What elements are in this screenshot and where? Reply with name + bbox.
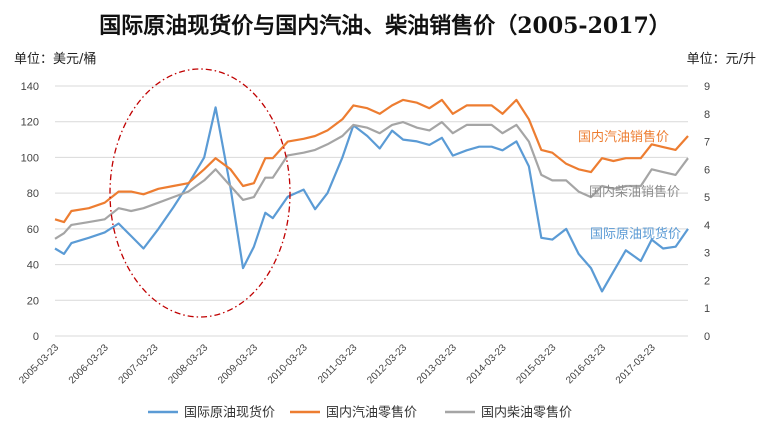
left-tick-label: 80 — [27, 188, 39, 200]
x-tick-label: 2012-03-23 — [365, 342, 409, 386]
right-tick-label: 9 — [704, 81, 710, 93]
series-annotation: 国内汽油销售价 — [578, 129, 669, 145]
legend: 国际原油现货价 国内汽油零售价 国内柴油零售价 — [148, 405, 572, 421]
left-tick-label: 140 — [21, 81, 39, 93]
left-tick-label: 0 — [33, 331, 39, 343]
series-line-国际原油现货价 — [54, 106, 689, 293]
x-tick-label: 2011-03-23 — [316, 342, 360, 386]
x-tick-label: 2007-03-23 — [117, 342, 161, 386]
left-axis-ticks: 0 20 40 60 80 100 120 140 — [21, 81, 39, 343]
x-tick-label: 2010-03-23 — [266, 342, 310, 386]
x-tick-label: 2005-03-23 — [17, 342, 61, 386]
x-tick-label: 2009-03-23 — [216, 342, 260, 386]
left-tick-label: 60 — [27, 224, 39, 236]
x-axis-ticks: 2005-03-23 2006-03-23 2007-03-23 2008-03-23… — [17, 342, 658, 386]
x-tick-label: 2015-03-23 — [514, 342, 558, 386]
series-layer — [54, 98, 689, 293]
series-line-国内汽油零售价 — [54, 98, 689, 224]
right-tick-label: 5 — [704, 192, 710, 204]
right-tick-label: 2 — [704, 275, 710, 287]
right-axis-ticks: 0 1 2 3 4 5 6 7 8 9 — [704, 81, 710, 343]
right-tick-label: 8 — [704, 109, 710, 121]
right-tick-label: 4 — [704, 220, 710, 232]
left-tick-label: 120 — [21, 117, 39, 129]
left-tick-label: 40 — [27, 260, 39, 272]
x-tick-label: 2008-03-23 — [166, 342, 210, 386]
gridlines — [55, 85, 688, 337]
right-tick-label: 3 — [704, 248, 710, 260]
right-axis-unit: 单位：元/升 — [686, 52, 756, 67]
legend-label: 国内汽油零售价 — [326, 405, 417, 421]
chart-title: 国际原油现货价与国内汽油、柴油销售价（2005-2017） — [99, 13, 671, 39]
right-tick-label: 1 — [704, 303, 710, 315]
right-tick-label: 0 — [704, 331, 710, 343]
left-axis-unit: 单位：美元/桶 — [14, 52, 97, 67]
legend-label: 国内柴油零售价 — [481, 405, 572, 421]
x-tick-label: 2014-03-23 — [465, 342, 509, 386]
x-tick-label: 2016-03-23 — [564, 342, 608, 386]
left-tick-label: 100 — [21, 152, 39, 164]
series-annotation: 国际原油现货价 — [590, 226, 681, 242]
x-tick-label: 2013-03-23 — [415, 342, 459, 386]
x-tick-label: 2017-03-23 — [614, 342, 658, 386]
series-line-国内柴油零售价 — [54, 120, 689, 240]
legend-label: 国际原油现货价 — [184, 405, 275, 421]
right-tick-label: 7 — [704, 137, 710, 149]
highlight-ellipse — [109, 68, 291, 318]
right-tick-label: 6 — [704, 164, 710, 176]
series-annotation: 国内柴油销售价 — [589, 184, 680, 200]
x-tick-label: 2006-03-23 — [67, 342, 111, 386]
left-tick-label: 20 — [27, 295, 39, 307]
